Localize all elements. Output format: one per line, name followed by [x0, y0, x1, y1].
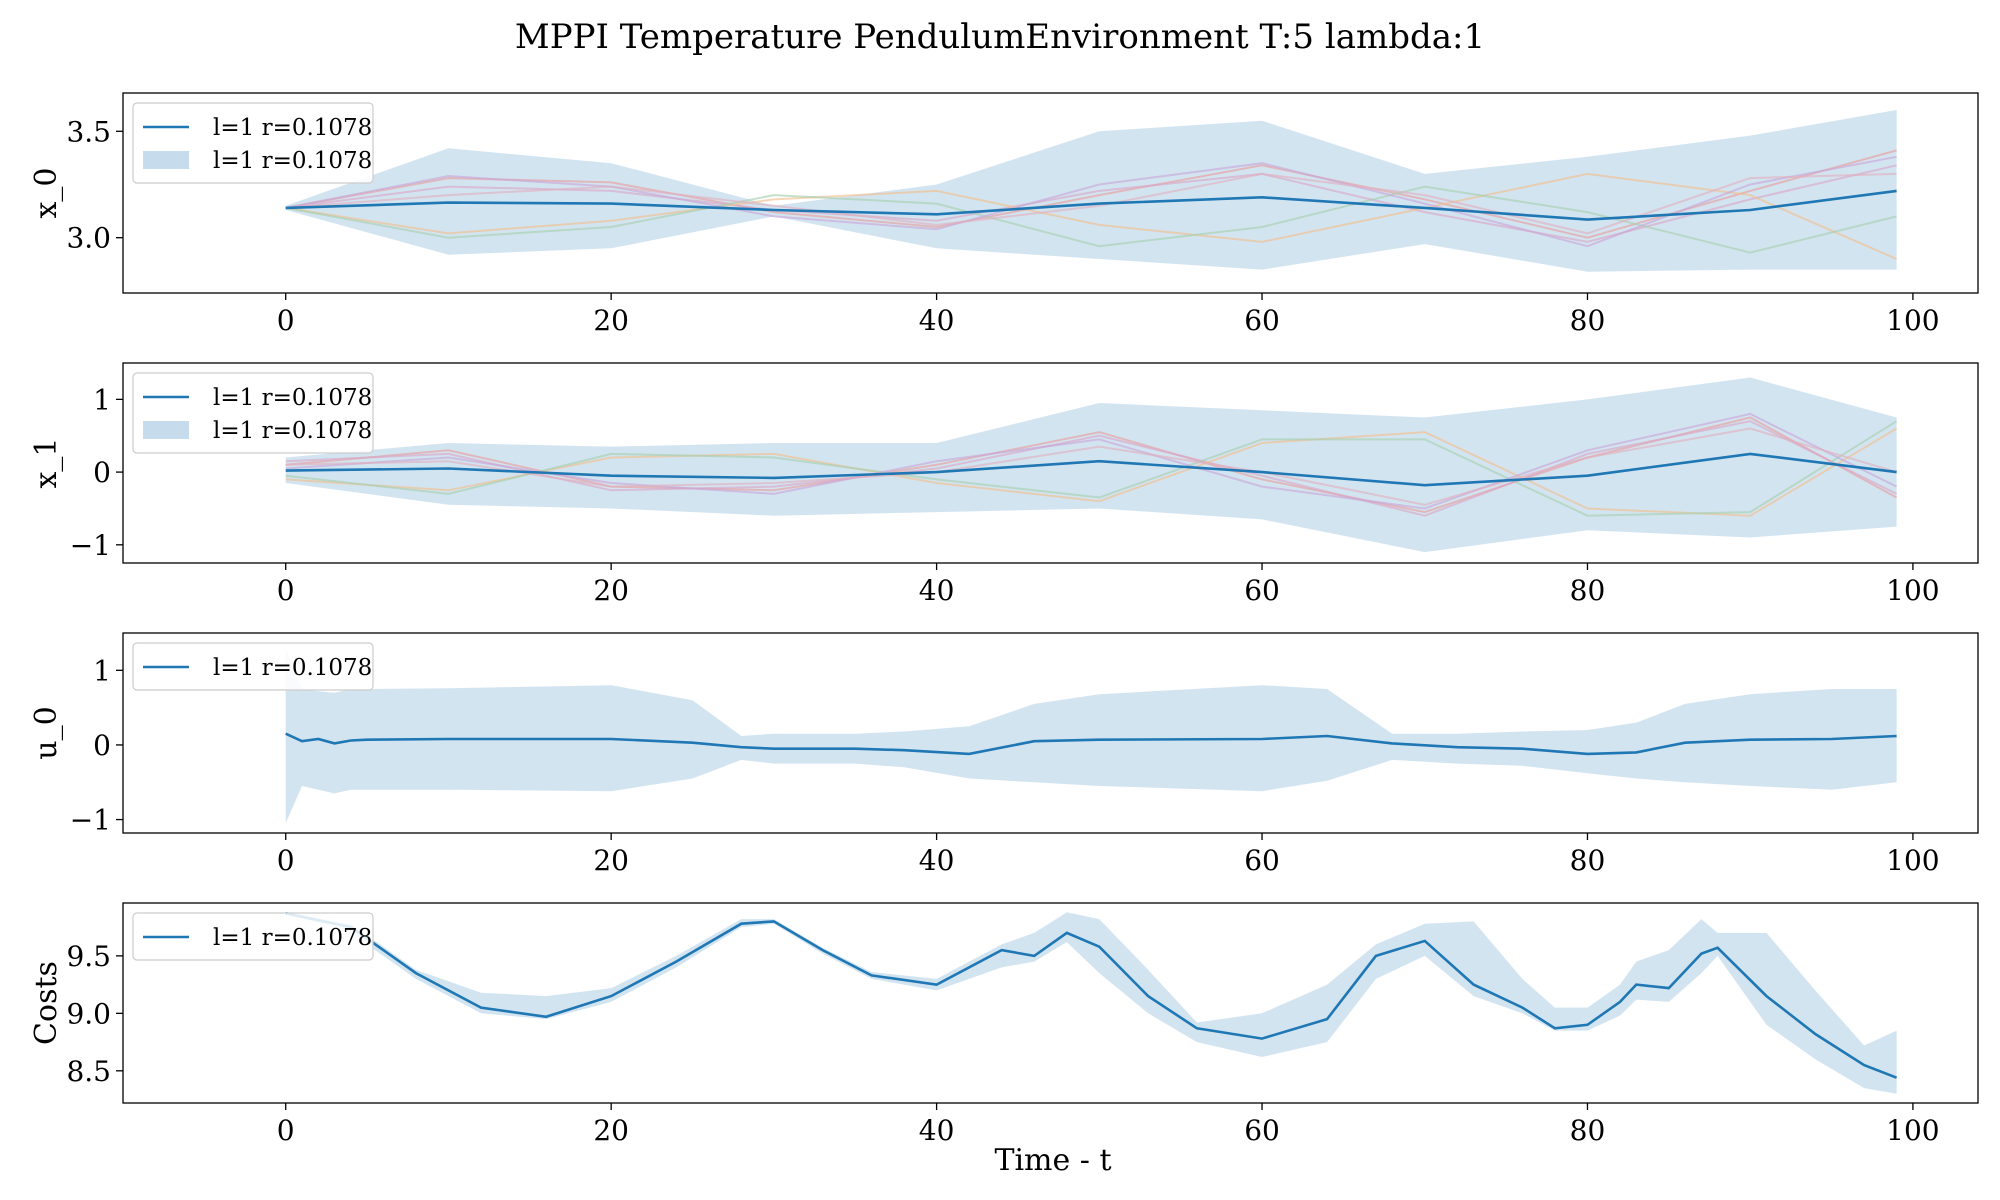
x-tick-label: 100 [1886, 574, 1939, 607]
x-axis-label: Time - t [994, 1143, 1111, 1178]
chart-panel-2: 0 20 40 60 80 100 1 0 −1 u_0 l=1 r=0.1078 [29, 632, 1979, 877]
sample-trajectory [285, 427, 1898, 517]
x-tick-label: 0 [277, 844, 295, 877]
x-tick-label: 80 [1570, 304, 1606, 337]
x-tick-label: 100 [1886, 304, 1939, 337]
legend-label: l=1 r=0.1078 [213, 385, 372, 411]
legend-band-swatch [143, 421, 189, 439]
sample-trajectory [285, 149, 1897, 239]
y-axis-label: u_0 [29, 706, 64, 759]
y-axis-label: Costs [29, 961, 64, 1045]
y-axis-label: x_1 [29, 437, 64, 488]
x-tick-label: 0 [277, 1114, 295, 1147]
legend-label: l=1 r=0.1078 [213, 655, 372, 681]
x-tick-label: 20 [593, 574, 629, 607]
mean-line [285, 912, 1898, 1079]
y-axis-label: x_0 [29, 167, 64, 218]
x-tick-label: 20 [593, 844, 629, 877]
x-tick-label: 80 [1570, 574, 1606, 607]
legend-box [132, 372, 374, 454]
x-tick-label: 60 [1244, 1114, 1280, 1147]
confidence-band [285, 377, 1897, 553]
x-tick-label: 40 [919, 1114, 955, 1147]
y-tick-label: 1 [93, 383, 111, 416]
legend-label: l=1 r=0.1078 [213, 115, 372, 141]
mean-line [285, 189, 1897, 221]
x-tick-label: 20 [593, 1114, 629, 1147]
plot-frame [122, 632, 1979, 834]
x-tick-label: 40 [919, 304, 955, 337]
x-tick-label: 40 [919, 574, 955, 607]
legend-label: l=1 r=0.1078 [213, 148, 372, 174]
y-tick-label: 0 [93, 729, 111, 762]
sample-trajectory [285, 420, 1898, 517]
x-tick-label: 80 [1570, 844, 1606, 877]
plot-frame [122, 362, 1979, 564]
plot-frame [122, 902, 1979, 1104]
figure-title: MPPI Temperature PendulumEnvironment T:5… [515, 17, 1485, 57]
confidence-band [285, 912, 1897, 1094]
x-tick-label: 80 [1570, 1114, 1606, 1147]
sample-trajectory [285, 155, 1897, 248]
legend-box [132, 642, 374, 691]
y-tick-label: 3.0 [66, 222, 111, 255]
legend-box [132, 102, 374, 184]
mean-line [285, 732, 1897, 756]
chart-panel-0: 0 20 40 60 80 100 3.0 3.5x_0 l=1 r=0.1078 l=1 r=0… [29, 92, 1979, 337]
confidence-band [285, 110, 1897, 272]
x-tick-label: 100 [1886, 1114, 1939, 1147]
plot-frame [122, 92, 1979, 294]
legend-box [132, 912, 374, 961]
plot-area [285, 377, 1898, 553]
plot-area [285, 647, 1897, 824]
y-tick-label: −1 [70, 529, 111, 562]
x-tick-label: 0 [277, 304, 295, 337]
chart-panel-1: 0 20 40 60 80 100 1 0 −1 x_1 l=1 r=0.1078 l=1 r=0.1… [29, 362, 1979, 607]
plot-area [285, 110, 1898, 272]
x-tick-label: 60 [1244, 844, 1280, 877]
confidence-band [285, 647, 1897, 824]
y-tick-label: 1 [93, 654, 111, 687]
legend-band-swatch [143, 151, 189, 169]
x-tick-label: 40 [919, 844, 955, 877]
plot-area [285, 912, 1898, 1094]
sample-trajectory [285, 427, 1897, 506]
y-tick-label: 3.5 [66, 115, 111, 148]
x-tick-label: 60 [1244, 304, 1280, 337]
y-tick-label: 0 [93, 456, 111, 489]
mean-line [285, 452, 1897, 487]
x-tick-label: 60 [1244, 574, 1280, 607]
y-tick-label: 9.0 [66, 997, 111, 1030]
y-tick-label: −1 [70, 804, 111, 837]
sample-trajectory [285, 172, 1897, 235]
sample-trajectory [285, 172, 1898, 260]
x-tick-label: 100 [1886, 844, 1939, 877]
legend-label: l=1 r=0.1078 [213, 418, 372, 444]
legend-label: l=1 r=0.1078 [213, 925, 372, 951]
y-tick-label: 9.5 [66, 940, 111, 973]
x-tick-label: 20 [593, 304, 629, 337]
y-tick-label: 8.5 [66, 1055, 111, 1088]
x-tick-label: 0 [277, 574, 295, 607]
